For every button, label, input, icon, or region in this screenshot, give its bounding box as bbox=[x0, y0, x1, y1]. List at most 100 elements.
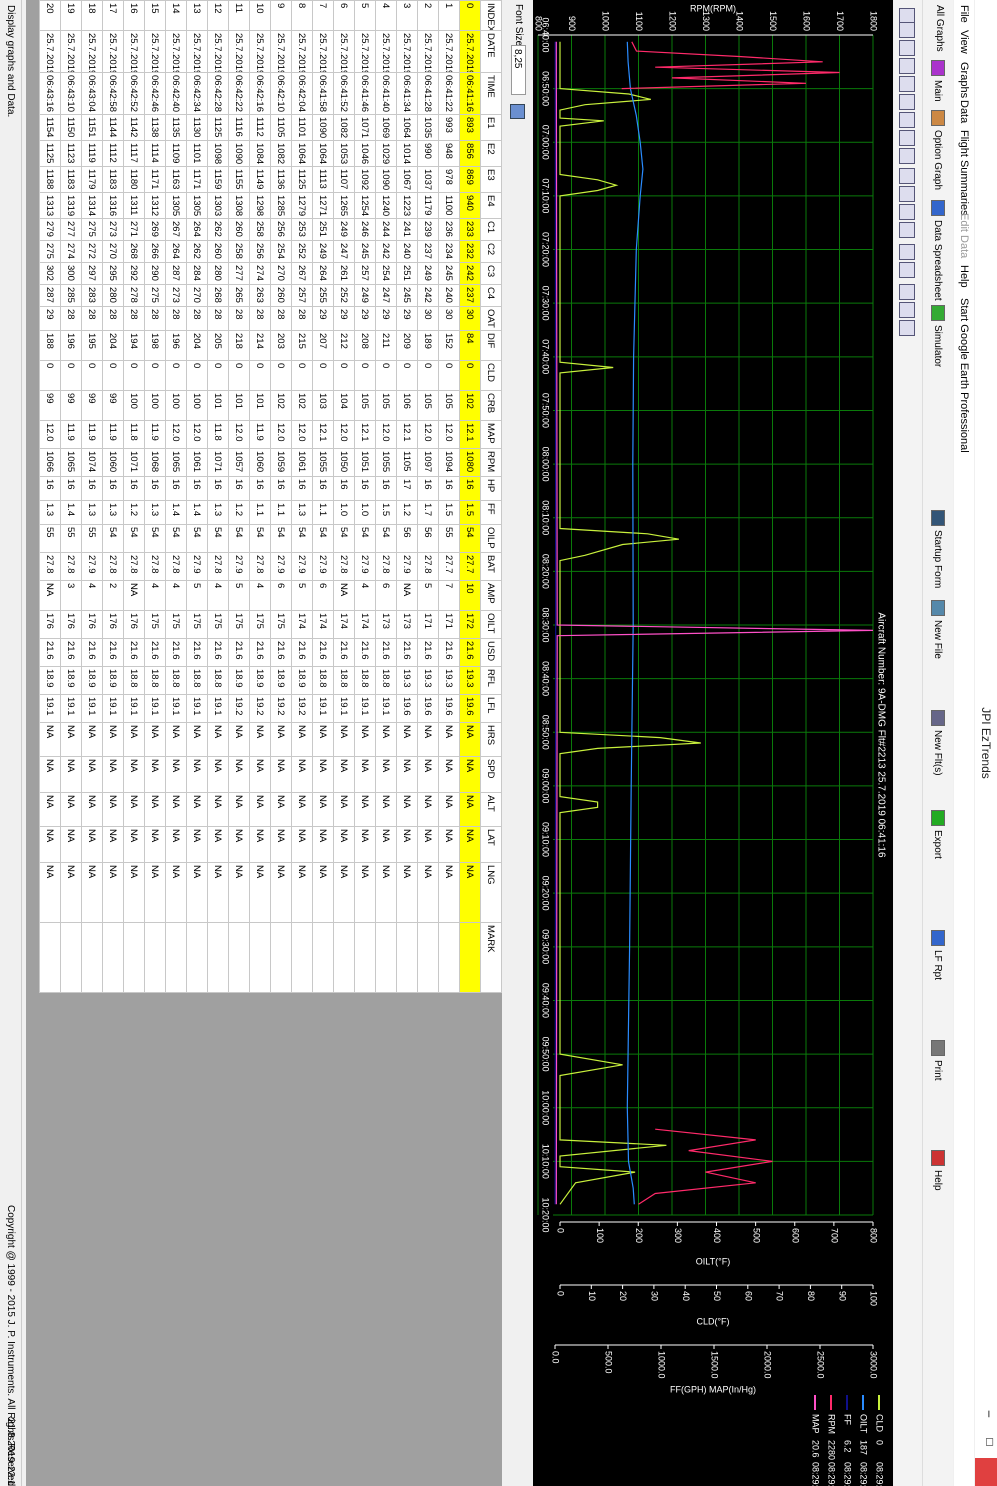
table-cell[interactable]: 1171 bbox=[186, 166, 208, 193]
table-cell[interactable]: 30 bbox=[417, 306, 439, 331]
table-cell[interactable]: NA bbox=[459, 862, 481, 923]
table-cell[interactable]: 256 bbox=[249, 240, 271, 263]
table-cell[interactable]: 1.0 bbox=[354, 500, 376, 525]
menu-item[interactable]: View bbox=[958, 30, 970, 54]
table-cell[interactable]: 274 bbox=[60, 240, 82, 263]
column-header[interactable]: SPD bbox=[480, 756, 502, 793]
table-cell[interactable]: NA bbox=[438, 862, 460, 923]
table-cell[interactable]: 1.2 bbox=[123, 500, 145, 525]
table-cell[interactable]: 19.1 bbox=[354, 694, 376, 723]
table-cell[interactable]: 54 bbox=[165, 524, 187, 553]
menu-item[interactable]: File bbox=[958, 5, 970, 23]
table-cell[interactable]: 25.7.2019 bbox=[123, 30, 145, 73]
table-cell[interactable]: NA bbox=[459, 826, 481, 863]
table-cell[interactable]: 275 bbox=[81, 218, 103, 241]
table-cell[interactable]: 214 bbox=[249, 330, 271, 361]
table-cell[interactable]: 237 bbox=[417, 240, 439, 263]
table-cell[interactable]: NA bbox=[60, 756, 82, 793]
table-cell[interactable] bbox=[186, 922, 208, 993]
table-cell[interactable]: NA bbox=[60, 826, 82, 863]
table-cell[interactable]: NA bbox=[207, 792, 229, 827]
table-cell[interactable]: 19.2 bbox=[291, 694, 313, 723]
table-cell[interactable]: 25.7.2019 bbox=[270, 30, 292, 73]
table-cell[interactable]: NA bbox=[417, 862, 439, 923]
table-cell[interactable]: 174 bbox=[333, 610, 355, 639]
table-cell[interactable]: 948 bbox=[438, 140, 460, 167]
table-cell[interactable]: NA bbox=[165, 756, 187, 793]
column-header[interactable]: C1 bbox=[480, 218, 502, 241]
table-cell[interactable]: NA bbox=[375, 722, 397, 757]
table-cell[interactable]: 1144 bbox=[102, 114, 124, 141]
table-cell[interactable]: 18.8 bbox=[144, 666, 166, 695]
table-cell[interactable]: 11.9 bbox=[81, 420, 103, 449]
table-cell[interactable]: 2 bbox=[102, 580, 124, 611]
table-cell[interactable]: 292 bbox=[123, 262, 145, 285]
table-cell[interactable]: 25.7.2019 bbox=[375, 30, 397, 73]
table-cell[interactable]: 25.7.2019 bbox=[165, 30, 187, 73]
table-cell[interactable]: 1117 bbox=[123, 140, 145, 167]
table-cell[interactable]: 21.6 bbox=[312, 638, 334, 667]
table-cell[interactable]: NA bbox=[438, 722, 460, 757]
table-cell[interactable]: 101 bbox=[207, 390, 229, 421]
close-button[interactable] bbox=[975, 1458, 997, 1486]
table-cell[interactable]: 1050 bbox=[333, 448, 355, 477]
table-cell[interactable]: 1.2 bbox=[228, 500, 250, 525]
table-cell[interactable]: 271 bbox=[123, 218, 145, 241]
table-cell[interactable]: 16 bbox=[144, 476, 166, 501]
table-cell[interactable]: 19.1 bbox=[39, 694, 61, 723]
table-cell[interactable]: 21.6 bbox=[81, 638, 103, 667]
table-cell[interactable]: 152 bbox=[438, 330, 460, 361]
table-cell[interactable]: 2 bbox=[417, 0, 439, 31]
table-row[interactable]: 8 25.7.2019 06:42:04 1101 1064 1125 1279 253 252… bbox=[291, 0, 313, 993]
table-cell[interactable]: 1065 bbox=[60, 448, 82, 477]
table-cell[interactable]: 236 bbox=[438, 218, 460, 241]
table-cell[interactable]: 19.2 bbox=[249, 694, 271, 723]
table-cell[interactable]: 1180 bbox=[123, 166, 145, 193]
table-cell[interactable]: NA bbox=[438, 756, 460, 793]
table-cell[interactable]: 56 bbox=[396, 524, 418, 553]
table-cell[interactable]: 198 bbox=[144, 330, 166, 361]
table-cell[interactable]: NA bbox=[249, 792, 271, 827]
table-cell[interactable]: 21.6 bbox=[375, 638, 397, 667]
column-header[interactable]: RFL bbox=[480, 666, 502, 695]
table-cell[interactable]: 0 bbox=[438, 360, 460, 391]
menu-item[interactable]: Edit Data bbox=[958, 213, 970, 259]
table-cell[interactable]: 11.8 bbox=[207, 420, 229, 449]
table-cell[interactable]: 11.8 bbox=[123, 420, 145, 449]
table-cell[interactable]: 54 bbox=[291, 524, 313, 553]
table-cell[interactable]: 06:42:58 bbox=[102, 72, 124, 115]
table-cell[interactable]: 100 bbox=[165, 390, 187, 421]
table-cell[interactable]: NA bbox=[375, 792, 397, 827]
table-cell[interactable]: 0 bbox=[144, 360, 166, 391]
table-cell[interactable]: 21.6 bbox=[291, 638, 313, 667]
table-cell[interactable]: 9 bbox=[270, 0, 292, 31]
table-cell[interactable]: 5 bbox=[354, 0, 376, 31]
table-cell[interactable]: 1.4 bbox=[165, 500, 187, 525]
table-cell[interactable]: 275 bbox=[144, 284, 166, 307]
table-cell[interactable]: NA bbox=[102, 862, 124, 923]
table-cell[interactable]: 0 bbox=[270, 360, 292, 391]
table-cell[interactable]: 1151 bbox=[81, 114, 103, 141]
table-cell[interactable]: 105 bbox=[417, 390, 439, 421]
column-header[interactable]: HP bbox=[480, 476, 502, 501]
table-cell[interactable]: 28 bbox=[60, 306, 82, 331]
table-cell[interactable]: NA bbox=[60, 792, 82, 827]
table-cell[interactable]: 277 bbox=[60, 218, 82, 241]
column-header[interactable]: BAT bbox=[480, 552, 502, 581]
table-cell[interactable]: 27.8 bbox=[102, 552, 124, 581]
table-cell[interactable]: 285 bbox=[60, 284, 82, 307]
table-cell[interactable] bbox=[354, 922, 376, 993]
table-cell[interactable]: 0 bbox=[291, 360, 313, 391]
table-cell[interactable]: 1154 bbox=[39, 114, 61, 141]
table-cell[interactable]: 1123 bbox=[60, 140, 82, 167]
table-cell[interactable]: 21.6 bbox=[354, 638, 376, 667]
table-cell[interactable]: NA bbox=[291, 756, 313, 793]
table-cell[interactable]: 1037 bbox=[417, 166, 439, 193]
table-cell[interactable]: 06:43:04 bbox=[81, 72, 103, 115]
table-cell[interactable] bbox=[375, 922, 397, 993]
table-cell[interactable]: 1119 bbox=[81, 140, 103, 167]
toolbar-button[interactable]: Export bbox=[931, 810, 945, 859]
table-cell[interactable]: 12.0 bbox=[228, 420, 250, 449]
table-cell[interactable]: NA bbox=[186, 826, 208, 863]
table-cell[interactable]: NA bbox=[144, 722, 166, 757]
